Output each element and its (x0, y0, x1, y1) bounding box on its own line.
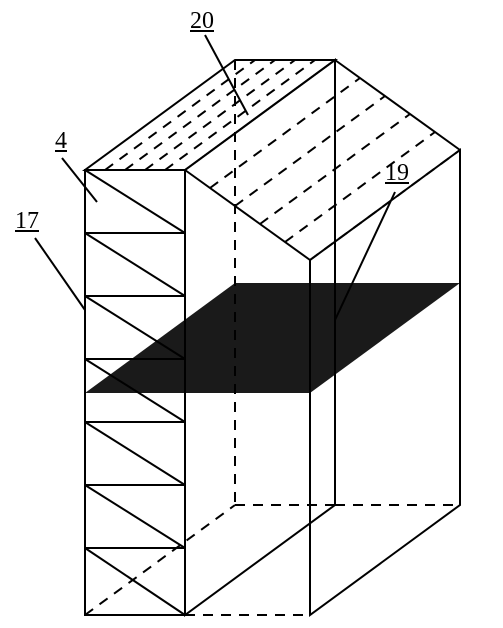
front-block-top-face (85, 60, 335, 170)
right-block-top-front-slope (185, 170, 310, 260)
leader-17 (35, 238, 85, 310)
label-20: 20 (190, 8, 214, 35)
section-plane-19 (85, 283, 460, 393)
label-4: 4 (55, 128, 67, 155)
label-17: 17 (15, 208, 39, 235)
leader-20 (205, 35, 248, 115)
right-block-top-back-slope (335, 60, 460, 150)
label-19: 19 (385, 160, 409, 187)
right-block-right-face (310, 150, 460, 615)
technical-diagram (0, 0, 503, 628)
